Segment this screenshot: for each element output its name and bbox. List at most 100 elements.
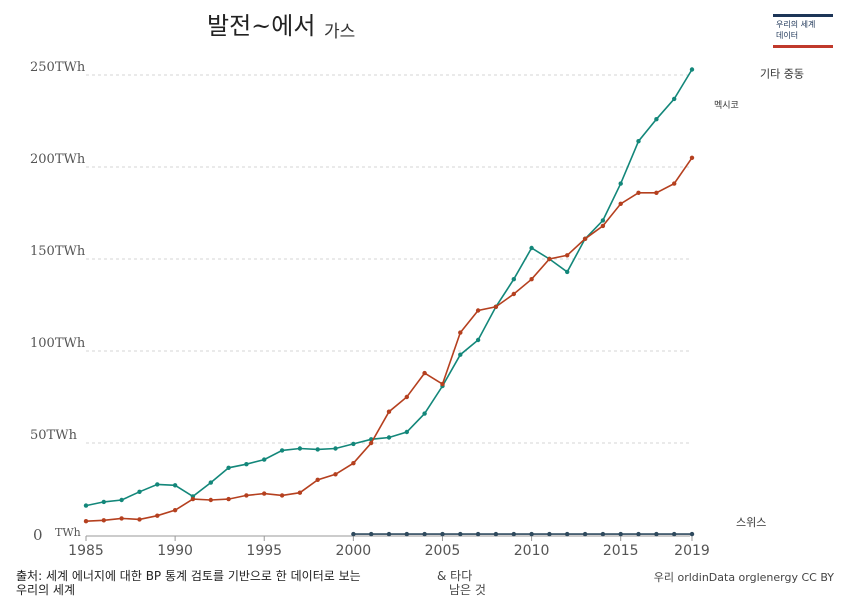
data-point bbox=[280, 493, 284, 497]
data-point bbox=[369, 441, 373, 445]
data-point bbox=[405, 430, 409, 434]
footer-note-line-2: 남은 것 bbox=[449, 583, 486, 597]
data-point bbox=[583, 237, 587, 241]
data-point bbox=[209, 498, 213, 502]
data-point bbox=[529, 277, 533, 281]
data-point bbox=[601, 218, 605, 222]
data-point bbox=[636, 139, 640, 143]
data-point bbox=[351, 532, 355, 536]
data-point bbox=[547, 532, 551, 536]
data-point bbox=[476, 338, 480, 342]
x-tick-label: 2015 bbox=[603, 543, 639, 559]
data-point bbox=[422, 411, 426, 415]
data-point bbox=[601, 224, 605, 228]
data-point bbox=[512, 292, 516, 296]
line-chart: 0 50TWh 100TWh 150TWh 200TWh 250TWh TWh 1985 199… bbox=[0, 0, 850, 560]
x-tick-label: 1990 bbox=[157, 543, 193, 559]
data-point bbox=[262, 491, 266, 495]
data-point bbox=[316, 447, 320, 451]
data-point bbox=[547, 257, 551, 261]
x-tick-label: 2010 bbox=[514, 543, 550, 559]
data-point bbox=[102, 500, 106, 504]
data-point bbox=[654, 191, 658, 195]
data-point bbox=[636, 191, 640, 195]
data-point bbox=[351, 442, 355, 446]
data-point bbox=[512, 277, 516, 281]
data-point bbox=[494, 305, 498, 309]
x-tick-label: 2000 bbox=[336, 543, 372, 559]
series-line bbox=[86, 158, 692, 521]
data-point bbox=[440, 382, 444, 386]
data-point bbox=[387, 532, 391, 536]
data-point bbox=[244, 462, 248, 466]
y-tick-label: 150TWh bbox=[30, 244, 86, 259]
data-point bbox=[458, 532, 462, 536]
data-point bbox=[298, 446, 302, 450]
data-point bbox=[565, 532, 569, 536]
x-tick-label: 2005 bbox=[425, 543, 461, 559]
series-label: 기타 중동 bbox=[760, 67, 804, 80]
data-point bbox=[262, 457, 266, 461]
data-point bbox=[137, 490, 141, 494]
data-point bbox=[84, 503, 88, 507]
data-point bbox=[405, 395, 409, 399]
data-point bbox=[654, 532, 658, 536]
data-point bbox=[565, 270, 569, 274]
data-point bbox=[690, 532, 694, 536]
data-point bbox=[672, 181, 676, 185]
license-link[interactable]: 우리 orldinData orglenergy CC BY bbox=[654, 569, 834, 585]
y-tick-label: 0 bbox=[33, 526, 43, 544]
data-point bbox=[654, 117, 658, 121]
y-tick-label: 250TWh bbox=[30, 60, 86, 75]
data-point bbox=[119, 498, 123, 502]
data-point bbox=[119, 516, 123, 520]
data-point bbox=[155, 482, 159, 486]
data-point bbox=[102, 518, 106, 522]
series-line bbox=[86, 70, 692, 506]
y-tick-label: 50TWh bbox=[30, 428, 78, 443]
data-point bbox=[458, 330, 462, 334]
data-point bbox=[405, 532, 409, 536]
data-point bbox=[173, 483, 177, 487]
data-point bbox=[583, 532, 587, 536]
series-label: 멕시코 bbox=[714, 100, 739, 111]
x-tick-label: 1995 bbox=[246, 543, 282, 559]
data-point bbox=[636, 532, 640, 536]
y-unit-label: TWh bbox=[55, 526, 81, 539]
data-point bbox=[387, 435, 391, 439]
data-point bbox=[672, 532, 676, 536]
data-point bbox=[84, 519, 88, 523]
data-point bbox=[672, 97, 676, 101]
y-tick-label: 100TWh bbox=[30, 336, 86, 351]
data-point bbox=[280, 448, 284, 452]
y-tick-label: 200TWh bbox=[30, 152, 86, 167]
footer-note: & 타다 남은 것 bbox=[437, 569, 486, 597]
source-note: 출처: 세계 에너지에 대한 BP 통계 검토를 기반으로 한 데이터로 보는 … bbox=[16, 569, 361, 597]
data-point bbox=[422, 532, 426, 536]
source-text-line-2: 우리의 세계 bbox=[16, 583, 75, 597]
data-point bbox=[601, 532, 605, 536]
data-point bbox=[690, 156, 694, 160]
data-point bbox=[333, 472, 337, 476]
data-point bbox=[476, 532, 480, 536]
data-point bbox=[529, 246, 533, 250]
data-point bbox=[155, 514, 159, 518]
data-point bbox=[458, 353, 462, 357]
series-label: 스위스 bbox=[736, 516, 766, 529]
data-point bbox=[209, 480, 213, 484]
data-point bbox=[351, 461, 355, 465]
data-point bbox=[387, 410, 391, 414]
data-point bbox=[369, 532, 373, 536]
data-point bbox=[494, 532, 498, 536]
footer-note-line-1: & 타다 bbox=[437, 569, 486, 583]
source-text: 출처: 세계 에너지에 대한 BP 통계 검토를 기반으로 한 데이터로 보는 bbox=[16, 569, 361, 583]
data-point bbox=[422, 371, 426, 375]
data-point bbox=[440, 532, 444, 536]
data-point bbox=[226, 466, 230, 470]
data-point bbox=[333, 446, 337, 450]
data-point bbox=[619, 532, 623, 536]
data-point bbox=[173, 508, 177, 512]
data-point bbox=[565, 253, 569, 257]
data-point bbox=[619, 202, 623, 206]
data-point bbox=[137, 517, 141, 521]
